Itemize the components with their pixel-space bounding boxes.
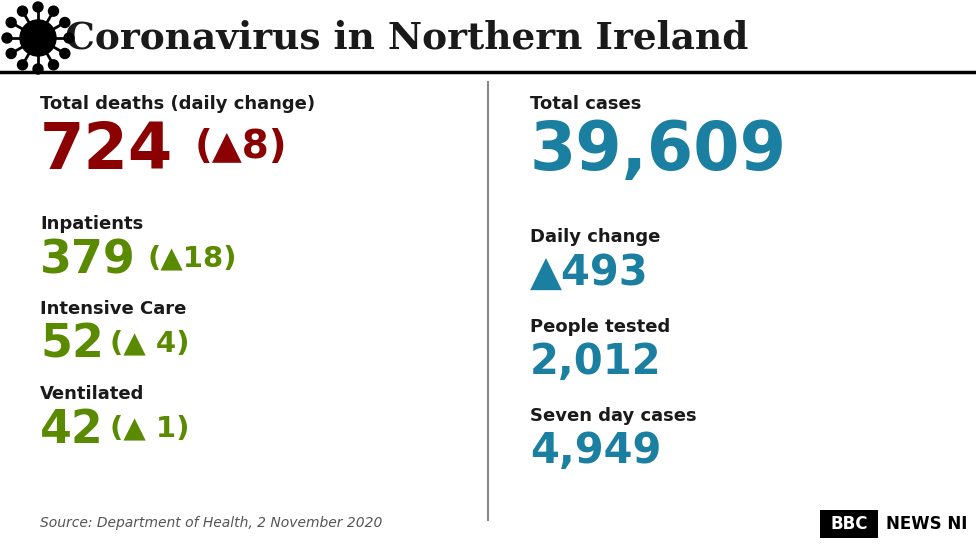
- Circle shape: [18, 6, 27, 16]
- Text: Source: Department of Health, 2 November 2020: Source: Department of Health, 2 November…: [40, 516, 383, 530]
- Text: Intensive Care: Intensive Care: [40, 300, 186, 318]
- Circle shape: [6, 48, 17, 59]
- Text: 52: 52: [40, 323, 103, 368]
- Circle shape: [60, 18, 70, 27]
- Text: 724: 724: [40, 120, 174, 182]
- Text: Coronavirus in Northern Ireland: Coronavirus in Northern Ireland: [65, 20, 749, 57]
- Circle shape: [49, 60, 59, 70]
- Text: Ventilated: Ventilated: [40, 385, 144, 403]
- Circle shape: [33, 2, 43, 12]
- Text: (▲ 1): (▲ 1): [110, 414, 189, 442]
- Circle shape: [33, 64, 43, 74]
- Circle shape: [20, 20, 56, 56]
- Text: 4,949: 4,949: [530, 430, 662, 472]
- Text: NEWS NI: NEWS NI: [886, 515, 967, 533]
- Circle shape: [49, 6, 59, 16]
- FancyBboxPatch shape: [820, 510, 878, 538]
- Text: Total deaths (daily change): Total deaths (daily change): [40, 95, 315, 113]
- Circle shape: [60, 48, 70, 59]
- Text: 2,012: 2,012: [530, 341, 662, 383]
- Text: (▲8): (▲8): [195, 128, 288, 166]
- Text: ▲493: ▲493: [530, 252, 649, 294]
- Circle shape: [18, 60, 27, 70]
- Text: 42: 42: [40, 408, 103, 453]
- Circle shape: [64, 33, 74, 43]
- Text: Inpatients: Inpatients: [40, 215, 143, 233]
- Text: Daily change: Daily change: [530, 228, 661, 246]
- Circle shape: [6, 18, 17, 27]
- Text: 39,609: 39,609: [530, 118, 787, 184]
- Text: Seven day cases: Seven day cases: [530, 407, 697, 425]
- Text: People tested: People tested: [530, 318, 671, 336]
- Text: (▲18): (▲18): [148, 244, 237, 272]
- Text: Total cases: Total cases: [530, 95, 641, 113]
- Text: (▲ 4): (▲ 4): [110, 329, 189, 357]
- Text: BBC: BBC: [831, 515, 868, 533]
- Text: 379: 379: [40, 238, 136, 283]
- Circle shape: [2, 33, 12, 43]
